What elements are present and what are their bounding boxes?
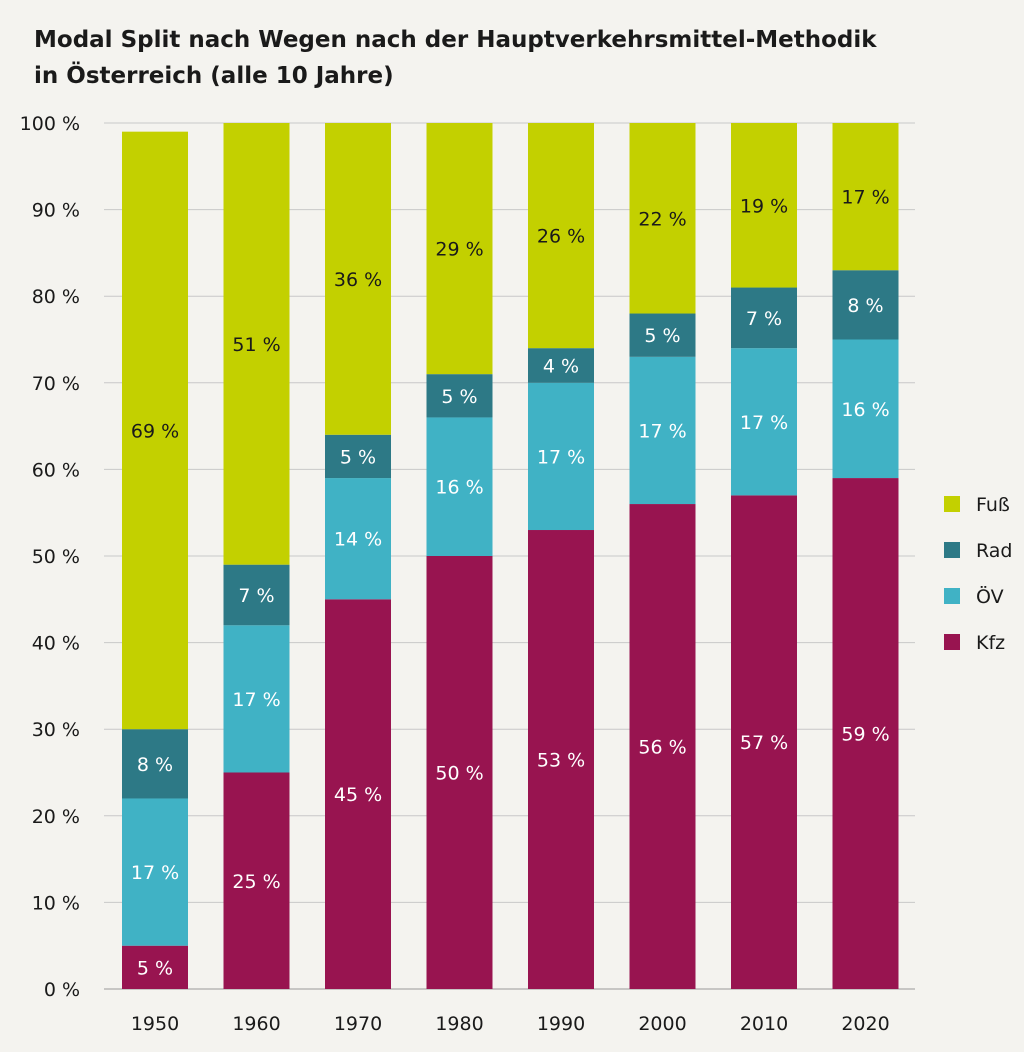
x-tick-label: 1950 [131,1013,179,1035]
x-tick-label: 1980 [435,1013,483,1035]
bar-data-label: 5 % [137,957,173,979]
bar-segment [528,530,594,989]
bar-data-label: 19 % [740,195,788,217]
y-tick-label: 70 % [32,373,80,395]
bar-data-label: 57 % [740,732,788,754]
y-tick-label: 50 % [32,546,80,568]
legend-label: Rad [976,540,1013,562]
bar-data-label: 14 % [334,529,382,551]
bar-data-label: 16 % [435,477,483,499]
chart-subtitle: in Österreich (alle 10 Jahre) [34,63,394,89]
bar-data-label: 56 % [638,737,686,759]
bar-data-label: 25 % [232,871,280,893]
bar-segment [325,434,391,479]
bar-segment [122,798,188,946]
x-tick-label: 1990 [537,1013,585,1035]
bar-segment [122,945,188,989]
bar-data-label: 7 % [746,308,782,330]
bar-segment [832,270,899,340]
x-tick-label: 2020 [841,1013,889,1035]
x-tick-label: 2010 [740,1013,788,1035]
bar-data-label: 69 % [131,420,179,442]
y-tick-label: 60 % [32,459,80,481]
chart-title-line1: Modal Split nach Wegen nach der Hauptver… [34,27,877,53]
bar-segment [325,123,391,435]
bar-data-label: 17 % [232,689,280,711]
bar-segment [832,123,899,271]
bar-data-label: 7 % [238,585,274,607]
y-tick-label: 20 % [32,806,80,828]
bar-segment [629,356,696,505]
x-tick-label: 1960 [232,1013,280,1035]
bar-segment [426,123,493,375]
y-tick-label: 30 % [32,719,80,741]
y-tick-label: 40 % [32,633,80,655]
bar-segment [223,123,290,565]
x-tick-label: 1970 [334,1013,382,1035]
bar-segment [223,772,290,989]
bar-segment [832,478,899,989]
y-tick-label: 10 % [32,892,80,914]
bar-segment [426,374,493,418]
bar-segment [528,348,594,383]
bar-segment [426,417,493,556]
legend-swatch [944,542,960,558]
bar-data-label: 51 % [232,334,280,356]
bar-segment [731,123,797,288]
bar-data-label: 29 % [435,239,483,261]
legend-label: Kfz [976,632,1005,654]
bar-data-label: 16 % [841,399,889,421]
legend-label: ÖV [976,585,1004,608]
y-tick-label: 90 % [32,200,80,222]
bar-data-label: 17 % [740,412,788,434]
bar-segment [629,504,696,989]
bar-data-label: 17 % [537,446,585,468]
bar-data-label: 8 % [137,754,173,776]
bar-segment [325,478,391,600]
y-tick-label: 100 % [20,113,80,135]
bar-segment [223,625,290,773]
bar-data-label: 53 % [537,750,585,772]
legend-swatch [944,634,960,650]
bar-segment [122,729,188,799]
bar-segment [832,339,899,479]
bar-segment [731,348,797,496]
bar-data-label: 45 % [334,784,382,806]
bar-data-label: 17 % [841,187,889,209]
bar-data-label: 36 % [334,269,382,291]
bar-data-label: 5 % [441,386,477,408]
bar-segment [629,123,696,314]
bar-data-label: 5 % [340,446,376,468]
bar-segment [325,599,391,989]
bar-data-label: 22 % [638,208,686,230]
bar-data-label: 17 % [638,420,686,442]
bar-segment [122,131,188,730]
x-tick-label: 2000 [638,1013,686,1035]
bar-segment [426,556,493,989]
bar-data-label: 5 % [644,325,680,347]
chart-title: Modal Split nach Wegen nach der Hauptver… [34,22,934,94]
bar-segment [528,123,594,349]
bar-data-label: 17 % [131,862,179,884]
bar-segment [731,287,797,349]
bar-data-label: 50 % [435,763,483,785]
bar-segment [731,495,797,989]
legend-label: Fuß [976,494,1010,516]
bar-segment [223,564,290,626]
y-tick-label: 80 % [32,286,80,308]
legend-swatch [944,588,960,604]
y-tick-label: 0 % [44,979,80,1001]
bar-data-label: 4 % [543,355,579,377]
bar-data-label: 8 % [847,295,883,317]
legend-swatch [944,496,960,512]
bar-segment [528,382,594,531]
bar-segment [629,313,696,357]
bar-data-label: 59 % [841,724,889,746]
bar-data-label: 26 % [537,226,585,248]
